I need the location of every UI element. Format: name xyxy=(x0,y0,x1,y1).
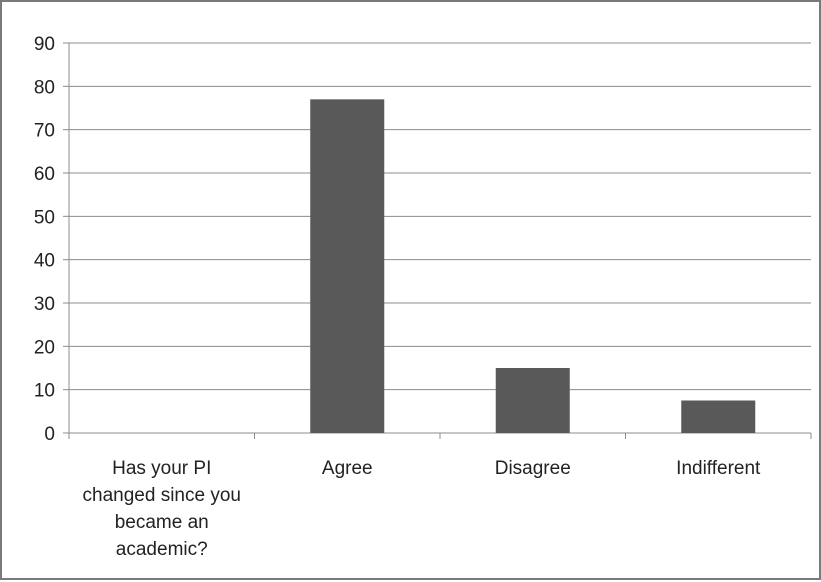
y-tick-label: 90 xyxy=(34,34,55,55)
bar xyxy=(681,400,756,433)
x-category-label-line: Has your PI xyxy=(112,458,211,479)
y-tick-label: 50 xyxy=(34,207,55,228)
y-tick-labels: 0 10 20 30 40 50 60 70 80 90 xyxy=(34,34,55,445)
y-tick-label: 60 xyxy=(34,164,55,185)
x-category-label: Has your PI changed since you became an aca… xyxy=(83,458,241,560)
y-tick-label: 30 xyxy=(34,294,55,315)
x-category-labels: Has your PI changed since you became an aca… xyxy=(83,458,762,560)
axes xyxy=(63,42,812,439)
x-category-label-line: changed since you xyxy=(83,485,241,506)
x-category-label: Indifferent xyxy=(676,458,761,479)
y-tick-label: 70 xyxy=(34,121,55,142)
y-tick-label: 40 xyxy=(34,251,55,272)
bars xyxy=(310,99,756,433)
y-tick-label: 0 xyxy=(44,424,55,445)
x-category-label-line: Indifferent xyxy=(676,458,761,479)
bar xyxy=(310,99,385,433)
y-tick-label: 20 xyxy=(34,337,55,358)
y-tick-label: 80 xyxy=(34,77,55,98)
x-category-label-line: became an xyxy=(115,512,209,533)
gridlines xyxy=(69,42,811,391)
x-category-label: Disagree xyxy=(495,458,571,479)
x-category-label: Agree xyxy=(322,458,373,479)
bar xyxy=(495,368,570,433)
x-category-label-line: Agree xyxy=(322,458,373,479)
x-category-label-line: Disagree xyxy=(495,458,571,479)
x-category-label-line: academic? xyxy=(116,539,208,560)
y-tick-label: 10 xyxy=(34,381,55,402)
